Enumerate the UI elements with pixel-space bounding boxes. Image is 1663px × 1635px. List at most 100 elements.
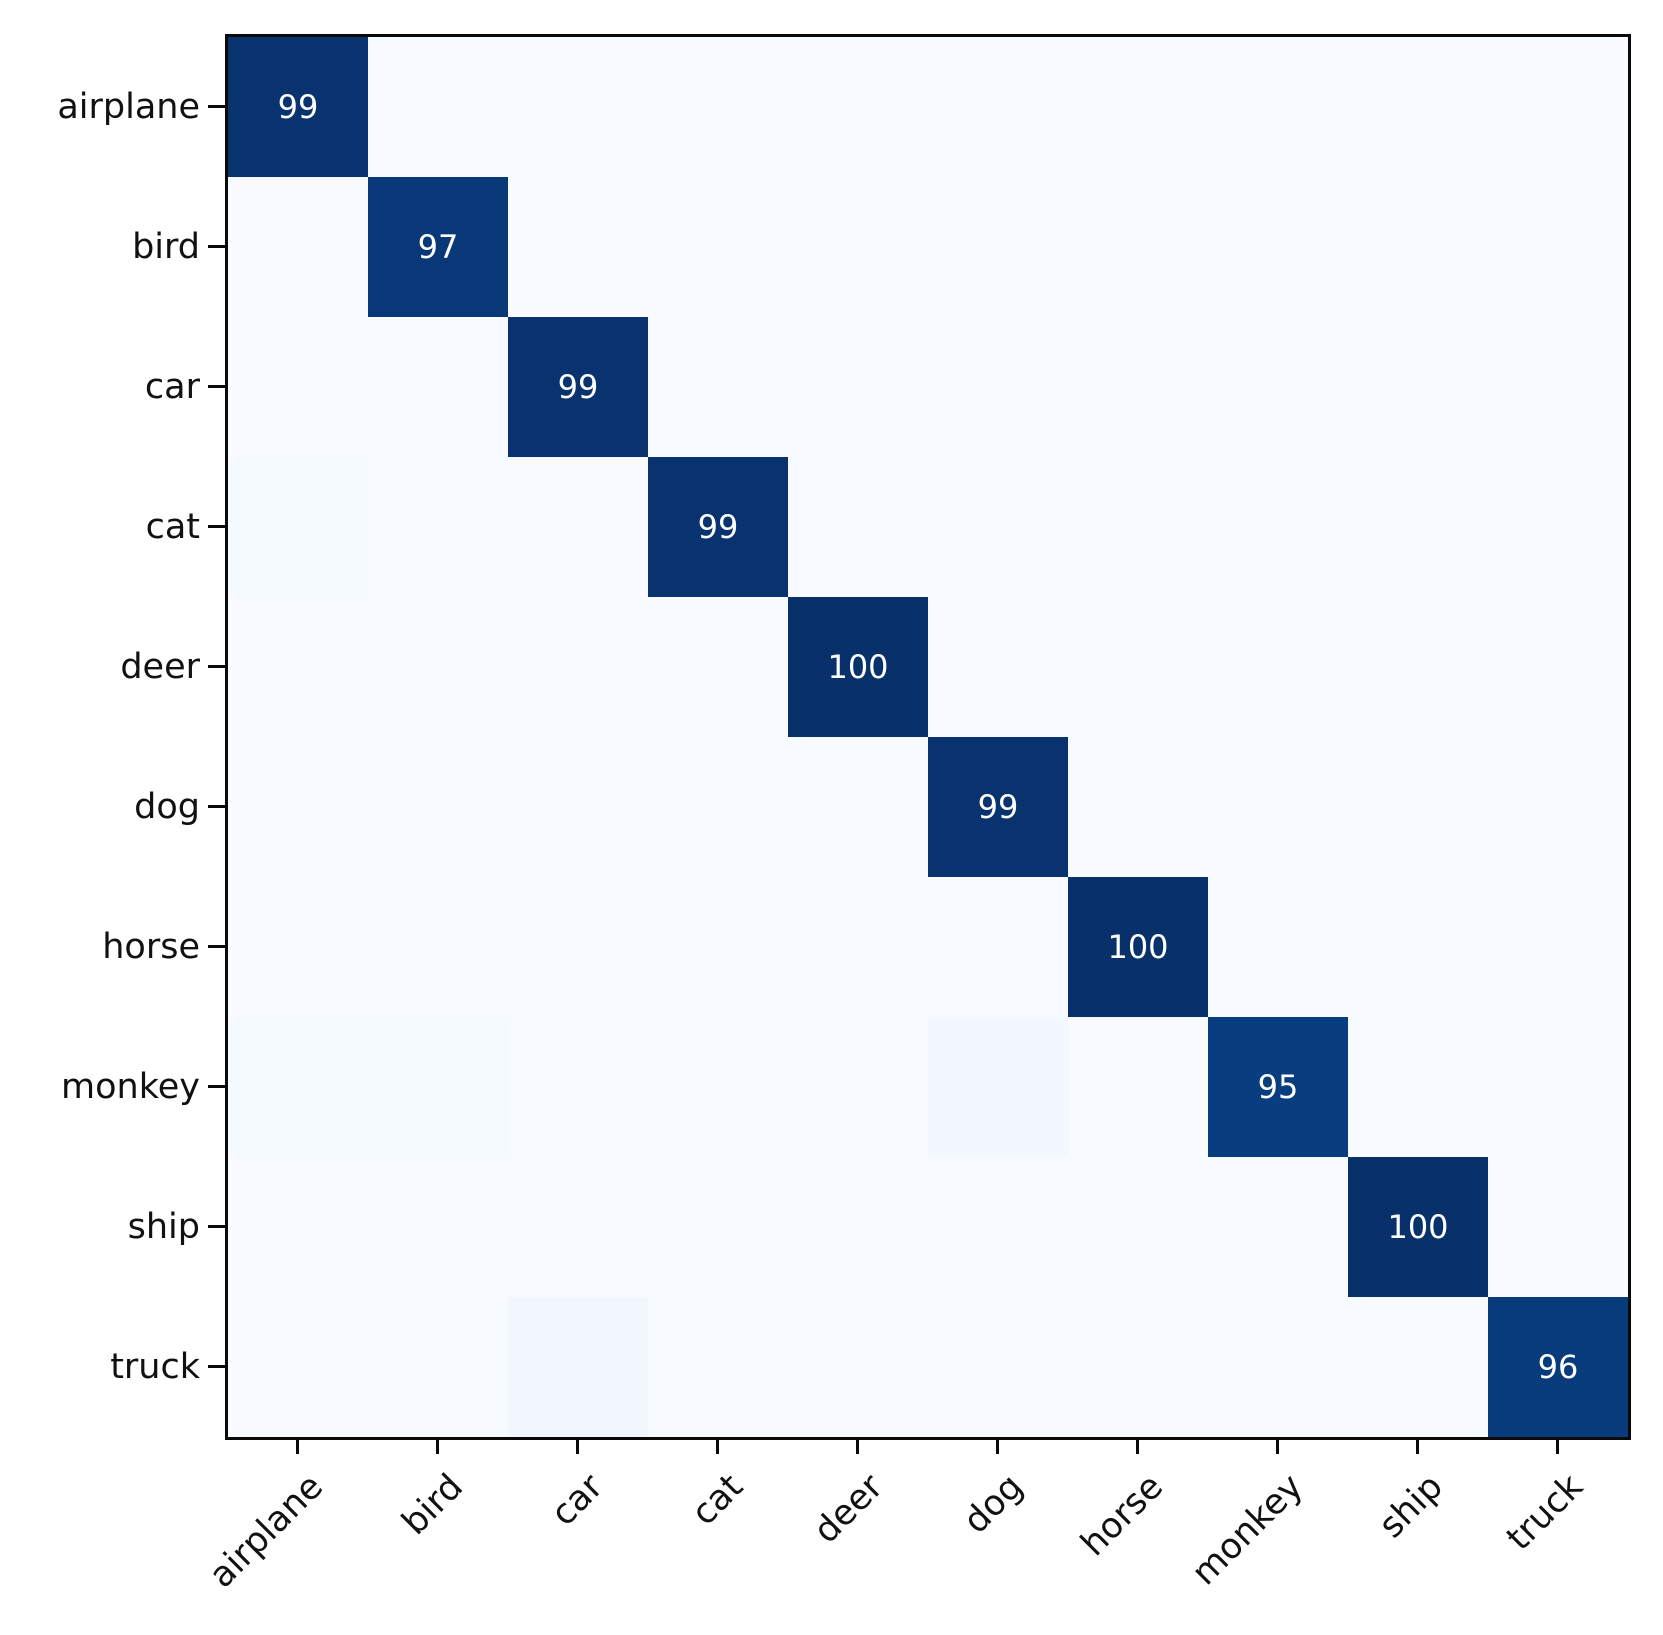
heatmap-cell-bird-monkey	[1208, 177, 1348, 317]
heatmap-cell-airplane-horse	[1068, 37, 1208, 177]
heatmap-cell-ship-airplane	[228, 1157, 368, 1297]
heatmap-cell-truck-truck: 96	[1488, 1297, 1628, 1437]
y-tick-label-monkey: monkey	[61, 1067, 200, 1107]
cell-value: 96	[1537, 1348, 1579, 1386]
heatmap-cell-airplane-dog	[928, 37, 1068, 177]
heatmap-cell-dog-cat	[648, 737, 788, 877]
cell-value: 100	[1107, 928, 1169, 966]
x-tick-dog	[996, 1437, 999, 1454]
heatmap-cell-ship-horse	[1068, 1157, 1208, 1297]
heatmap-cell-ship-car	[508, 1157, 648, 1297]
heatmap-cell-ship-deer	[788, 1157, 928, 1297]
cell-value: 99	[977, 788, 1019, 826]
heatmap-cell-car-bird	[368, 317, 508, 457]
y-tick-airplane	[208, 105, 225, 108]
heatmap-cell-deer-bird	[368, 597, 508, 737]
heatmap-cell-cat-car	[508, 457, 648, 597]
heatmap-cell-bird-ship	[1348, 177, 1488, 317]
heatmap-cell-airplane-cat	[648, 37, 788, 177]
y-tick-label-airplane: airplane	[57, 87, 200, 127]
heatmap-cell-bird-bird: 97	[368, 177, 508, 317]
y-tick-bird	[208, 245, 225, 248]
heatmap-cell-ship-monkey	[1208, 1157, 1348, 1297]
heatmap-cell-ship-dog	[928, 1157, 1068, 1297]
heatmap-cell-horse-bird	[368, 877, 508, 1017]
heatmap-cell-car-airplane	[228, 317, 368, 457]
heatmap-cell-bird-airplane	[228, 177, 368, 317]
heatmap-cell-car-car: 99	[508, 317, 648, 457]
heatmap-cell-monkey-monkey: 95	[1208, 1017, 1348, 1157]
heatmap-cell-horse-car	[508, 877, 648, 1017]
heatmap-cell-bird-car	[508, 177, 648, 317]
y-tick-deer	[208, 665, 225, 668]
heatmap-cell-dog-deer	[788, 737, 928, 877]
heatmap-cell-cat-cat: 99	[648, 457, 788, 597]
x-tick-bird	[436, 1437, 439, 1454]
heatmap-cell-deer-cat	[648, 597, 788, 737]
heatmap-cell-dog-bird	[368, 737, 508, 877]
heatmap-cell-monkey-horse	[1068, 1017, 1208, 1157]
heatmap-cell-dog-monkey	[1208, 737, 1348, 877]
heatmap-cell-horse-airplane	[228, 877, 368, 1017]
heatmap-cell-horse-monkey	[1208, 877, 1348, 1017]
heatmap-cell-cat-ship	[1348, 457, 1488, 597]
heatmap-cell-truck-horse	[1068, 1297, 1208, 1437]
heatmap-cell-horse-ship	[1348, 877, 1488, 1017]
heatmap-cell-dog-horse	[1068, 737, 1208, 877]
x-tick-monkey	[1276, 1437, 1279, 1454]
heatmap-cell-airplane-ship	[1348, 37, 1488, 177]
heatmap-cell-cat-deer	[788, 457, 928, 597]
x-tick-airplane	[296, 1437, 299, 1454]
x-tick-deer	[856, 1437, 859, 1454]
heatmap-cell-truck-bird	[368, 1297, 508, 1437]
heatmap-cell-ship-cat	[648, 1157, 788, 1297]
heatmap-cell-truck-airplane	[228, 1297, 368, 1437]
heatmap-grid: 99 97 99 99 100 99 100 95 100 96	[228, 37, 1628, 1437]
x-tick-horse	[1136, 1437, 1139, 1454]
heatmap-cell-bird-deer	[788, 177, 928, 317]
y-tick-label-dog: dog	[134, 787, 200, 827]
heatmap-cell-deer-monkey	[1208, 597, 1348, 737]
heatmap-cell-cat-monkey	[1208, 457, 1348, 597]
heatmap-cell-dog-dog: 99	[928, 737, 1068, 877]
x-tick-truck	[1556, 1437, 1559, 1454]
y-tick-label-cat: cat	[145, 507, 200, 547]
y-tick-horse	[208, 945, 225, 948]
y-tick-monkey	[208, 1085, 225, 1088]
y-tick-label-bird: bird	[132, 227, 200, 267]
heatmap-cell-monkey-airplane	[228, 1017, 368, 1157]
heatmap-cell-dog-truck	[1488, 737, 1628, 877]
heatmap-cell-car-dog	[928, 317, 1068, 457]
heatmap-cell-airplane-deer	[788, 37, 928, 177]
heatmap-plot: 99 97 99 99 100 99 100 95 100 96	[225, 34, 1631, 1440]
heatmap-cell-horse-cat	[648, 877, 788, 1017]
heatmap-cell-monkey-ship	[1348, 1017, 1488, 1157]
heatmap-cell-deer-dog	[928, 597, 1068, 737]
heatmap-cell-dog-car	[508, 737, 648, 877]
cell-value: 100	[827, 648, 889, 686]
heatmap-cell-truck-monkey	[1208, 1297, 1348, 1437]
heatmap-cell-bird-cat	[648, 177, 788, 317]
heatmap-cell-car-horse	[1068, 317, 1208, 457]
heatmap-cell-dog-ship	[1348, 737, 1488, 877]
heatmap-cell-airplane-airplane: 99	[228, 37, 368, 177]
heatmap-cell-horse-dog	[928, 877, 1068, 1017]
heatmap-cell-cat-airplane	[228, 457, 368, 597]
x-tick-ship	[1416, 1437, 1419, 1454]
heatmap-cell-cat-dog	[928, 457, 1068, 597]
heatmap-cell-monkey-dog	[928, 1017, 1068, 1157]
heatmap-cell-horse-deer	[788, 877, 928, 1017]
heatmap-cell-horse-horse: 100	[1068, 877, 1208, 1017]
heatmap-cell-car-cat	[648, 317, 788, 457]
y-tick-dog	[208, 805, 225, 808]
heatmap-cell-ship-bird	[368, 1157, 508, 1297]
heatmap-cell-car-monkey	[1208, 317, 1348, 457]
x-tick-cat	[716, 1437, 719, 1454]
heatmap-cell-truck-cat	[648, 1297, 788, 1437]
heatmap-cell-cat-horse	[1068, 457, 1208, 597]
y-tick-car	[208, 385, 225, 388]
heatmap-cell-car-ship	[1348, 317, 1488, 457]
heatmap-cell-bird-truck	[1488, 177, 1628, 317]
y-tick-label-horse: horse	[102, 927, 200, 967]
heatmap-cell-truck-car	[508, 1297, 648, 1437]
